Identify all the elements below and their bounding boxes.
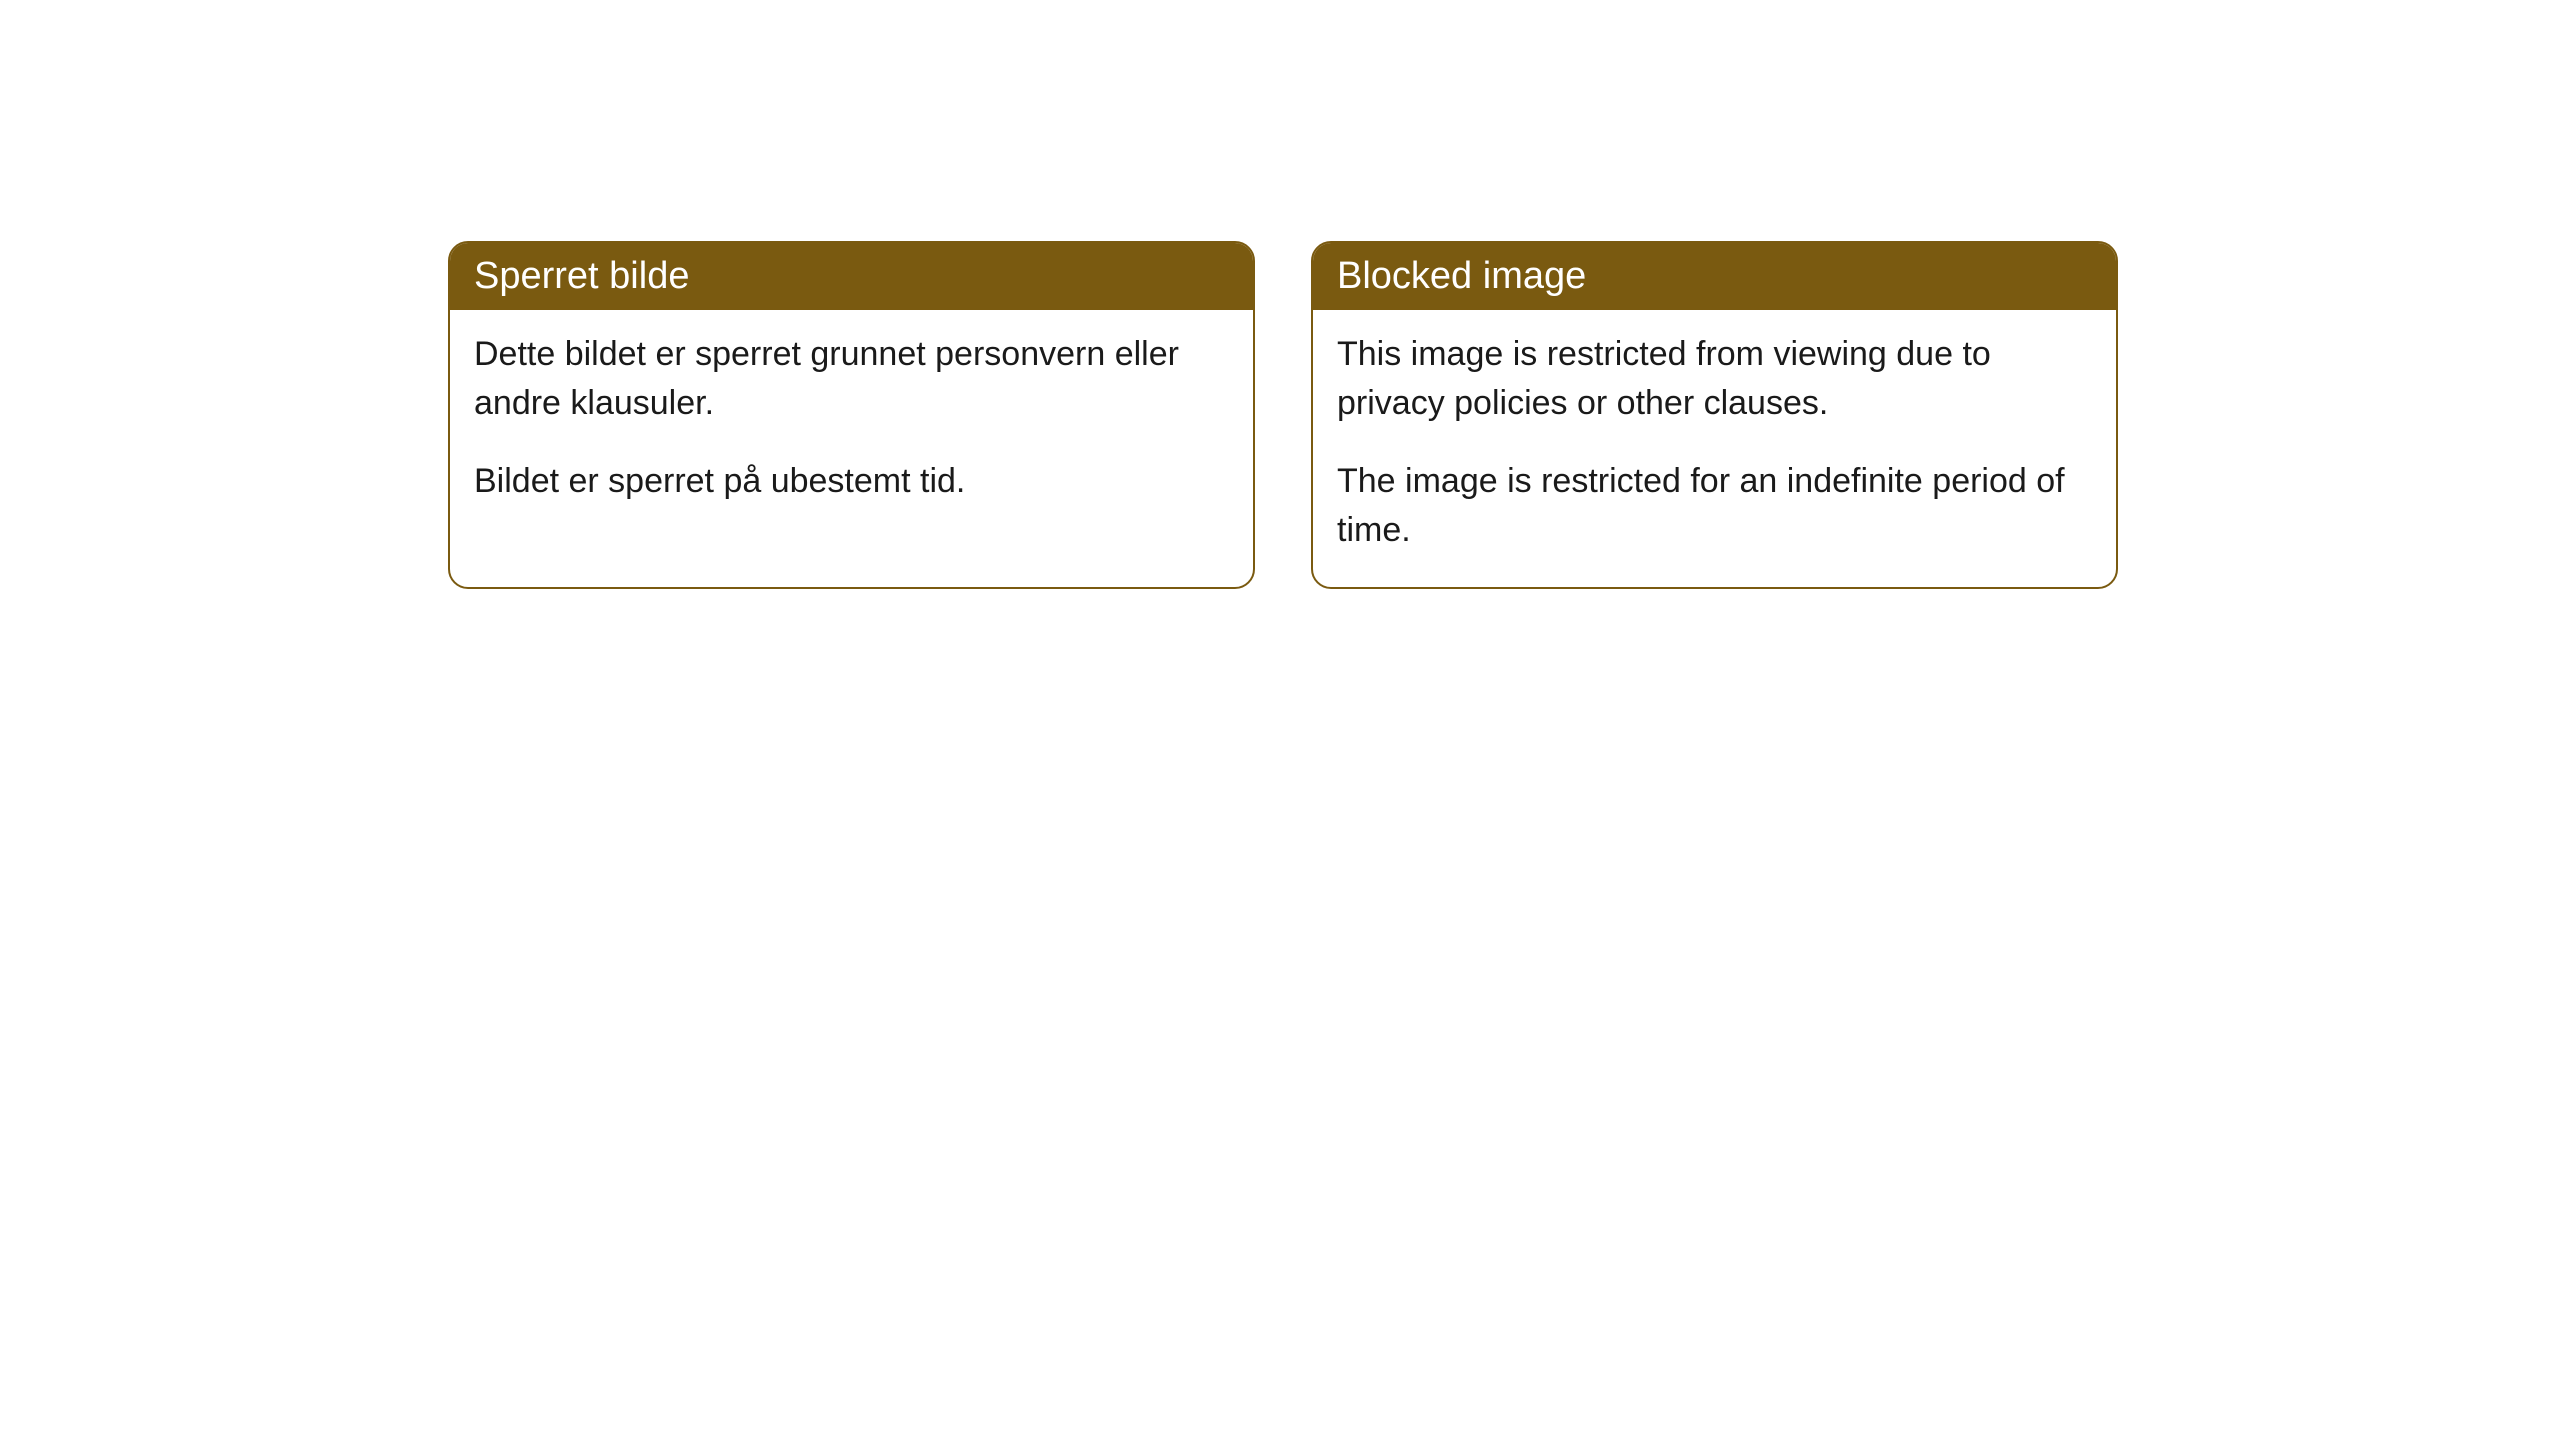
card-paragraph: The image is restricted for an indefinit… [1337, 457, 2092, 556]
card-header-norwegian: Sperret bilde [450, 243, 1253, 310]
card-norwegian: Sperret bilde Dette bildet er sperret gr… [448, 241, 1255, 589]
card-paragraph: Dette bildet er sperret grunnet personve… [474, 330, 1229, 429]
cards-container: Sperret bilde Dette bildet er sperret gr… [448, 241, 2118, 589]
card-title-english: Blocked image [1337, 255, 1586, 297]
card-english: Blocked image This image is restricted f… [1311, 241, 2118, 589]
card-body-norwegian: Dette bildet er sperret grunnet personve… [450, 310, 1253, 538]
card-body-english: This image is restricted from viewing du… [1313, 310, 2116, 587]
card-paragraph: This image is restricted from viewing du… [1337, 330, 2092, 429]
card-title-norwegian: Sperret bilde [474, 255, 689, 297]
card-header-english: Blocked image [1313, 243, 2116, 310]
card-paragraph: Bildet er sperret på ubestemt tid. [474, 457, 1229, 506]
